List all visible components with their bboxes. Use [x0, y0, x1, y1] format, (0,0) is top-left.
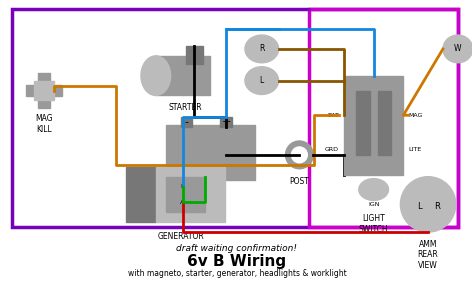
Bar: [185, 46, 203, 64]
Bar: [26, 85, 62, 97]
Text: BAT: BAT: [327, 113, 339, 118]
Bar: [220, 117, 232, 127]
Bar: [166, 125, 255, 179]
Text: MAG
KILL: MAG KILL: [35, 114, 53, 134]
Text: +: +: [221, 117, 231, 127]
Ellipse shape: [245, 67, 279, 95]
Text: GRD: GRD: [325, 147, 339, 153]
Circle shape: [292, 147, 307, 163]
Bar: [166, 177, 205, 212]
Ellipse shape: [443, 35, 473, 63]
Circle shape: [285, 141, 313, 169]
Bar: [12, 9, 458, 227]
Bar: [356, 91, 370, 155]
Bar: [344, 76, 403, 175]
Bar: [156, 56, 210, 95]
Text: -: -: [184, 117, 189, 127]
Text: 6v B Wiring: 6v B Wiring: [187, 254, 287, 269]
Text: IGN: IGN: [368, 202, 379, 207]
Text: L: L: [260, 76, 264, 85]
Text: LITE: LITE: [408, 147, 421, 153]
Bar: [126, 167, 156, 222]
Text: GENERATOR: GENERATOR: [157, 232, 204, 241]
Ellipse shape: [359, 179, 389, 201]
Text: MAG: MAG: [408, 113, 423, 118]
Text: A: A: [181, 200, 185, 205]
Text: F: F: [181, 184, 184, 189]
Text: STARTER: STARTER: [169, 103, 202, 112]
Circle shape: [401, 177, 456, 232]
Ellipse shape: [141, 56, 171, 95]
Bar: [181, 117, 192, 127]
Text: draft waiting confirmation!: draft waiting confirmation!: [176, 244, 298, 253]
Text: W: W: [454, 44, 462, 53]
Bar: [34, 81, 54, 101]
Text: LIGHT
SWITCH: LIGHT SWITCH: [359, 214, 389, 234]
Text: R: R: [259, 44, 264, 53]
Bar: [156, 167, 225, 222]
Text: POST: POST: [290, 177, 310, 186]
Text: AMM
REAR
VIEW: AMM REAR VIEW: [418, 240, 438, 270]
Bar: [38, 73, 50, 108]
Ellipse shape: [245, 35, 279, 63]
Text: with magneto, starter, generator, headlights & worklight: with magneto, starter, generator, headli…: [128, 269, 346, 278]
Text: R: R: [434, 202, 440, 211]
Text: BATTERY: BATTERY: [194, 189, 227, 198]
Text: L: L: [417, 202, 421, 211]
Bar: [310, 9, 458, 227]
Bar: [378, 91, 392, 155]
